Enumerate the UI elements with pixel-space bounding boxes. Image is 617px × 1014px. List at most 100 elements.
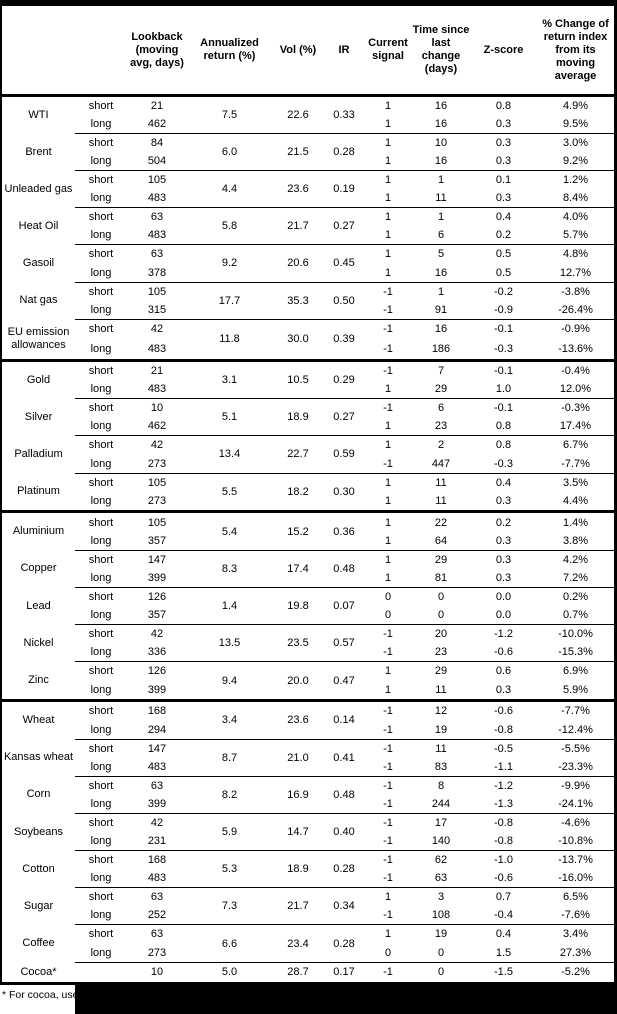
commodity-name: Brent <box>25 145 52 158</box>
pct-change-value: 3.8% <box>562 534 589 547</box>
signal-value: 1 <box>364 924 412 944</box>
annualized-return-value: 8.2 <box>187 775 272 814</box>
z-score-value: 0.3 <box>495 571 512 584</box>
table-row: Nickel short 42 13.5 23.5 0.57 -1 20 -1.2 -10.0% <box>2 624 614 662</box>
z-score-value: 0.3 <box>495 683 512 696</box>
signal-value: 1 <box>384 266 392 279</box>
z-score-value: -0.3 <box>494 342 513 355</box>
time-since-change-value: 16 <box>434 266 448 279</box>
pct-change-value: -5.5% <box>537 738 614 758</box>
position-label: short <box>75 775 127 795</box>
ir-value: 0.40 <box>324 812 364 851</box>
pct-change-value: -12.4% <box>558 723 593 736</box>
pct-change-value: 3.4% <box>537 924 614 944</box>
pct-change-value: -7.7% <box>561 457 590 470</box>
time-since-change-value: 29 <box>412 549 470 569</box>
position-label <box>75 961 127 982</box>
z-score-value: 0.2 <box>495 229 512 242</box>
position-label: long <box>90 760 112 773</box>
commodity-name: Nat gas <box>19 294 58 307</box>
annualized-return-value: 5.1 <box>187 398 272 436</box>
commodity-name: Corn <box>26 788 51 801</box>
time-since-change-value: 19 <box>412 924 470 944</box>
time-since-change-value: 11 <box>435 494 447 507</box>
time-since-change-value: 29 <box>412 661 470 681</box>
lookback-value: 483 <box>147 192 167 205</box>
lookback-value: 273 <box>147 457 167 470</box>
pct-change-value: -3.8% <box>537 281 614 301</box>
header-vol: Vol (%) <box>279 43 317 56</box>
position-label: long <box>90 155 112 168</box>
signal-value: -1 <box>364 698 412 721</box>
pct-change-value: -0.4% <box>537 358 614 381</box>
z-score-value: -0.6 <box>494 872 513 885</box>
position-label: long <box>90 571 112 584</box>
commodity-name: Coffee <box>22 937 55 950</box>
pct-change-value: 4.8% <box>537 244 614 264</box>
table-row: Cocoa* 10 5.0 28.7 0.17 -1 0 -1.5 -5.2% <box>2 961 614 982</box>
annualized-return-value: 5.3 <box>187 850 272 888</box>
time-since-change-value: 0 <box>412 961 470 982</box>
z-score-value: 0.4 <box>470 924 537 944</box>
commodity-name: Aluminium <box>2 510 75 551</box>
z-score-value: 0.4 <box>470 207 537 227</box>
z-score-value: 0.0 <box>495 609 512 622</box>
ir-value: 0.48 <box>324 775 364 814</box>
position-label: short <box>75 738 127 758</box>
lookback-value: 483 <box>147 760 167 773</box>
signal-value: 1 <box>384 229 392 242</box>
table-area: Lookback (moving avg, days) Annualized r… <box>0 6 617 985</box>
annualized-return-value: 6.0 <box>187 132 272 171</box>
commodity-name: Palladium <box>14 447 63 460</box>
table-row: long 294 -1 19 -0.8 -12.4% <box>2 721 614 740</box>
annualized-return-value: 3.1 <box>187 358 272 399</box>
commodity-name: Gold <box>2 358 75 399</box>
signal-value: 1 <box>384 117 392 130</box>
signal-value: -1 <box>383 872 393 885</box>
table-row: long 483 -1 186 -0.3 -13.6% <box>2 339 614 360</box>
vol-value: 17.4 <box>272 549 324 588</box>
table-row: Kansas wheat short 147 8.7 21.0 0.41 -1 11 -0.5-… <box>2 738 614 777</box>
vol-value: 23.4 <box>272 924 324 963</box>
table-body-wrap: WTI short 21 7.5 22.6 0.33 1 16 0.8 4.9% long 462 1 1… <box>2 97 614 982</box>
vol-value: 21.7 <box>272 887 324 925</box>
annualized-return-value: 13.5 <box>187 624 272 662</box>
z-score-value: 0.3 <box>495 534 512 547</box>
commodity-name: Heat Oil <box>18 219 59 232</box>
table-row: long 483 1 6 0.2 5.7% <box>2 226 614 245</box>
header-pct-change: % Change of return index from its moving… <box>542 17 609 82</box>
vol-value: 18.2 <box>272 472 324 512</box>
signal-value: -1 <box>364 281 412 301</box>
signal-value: 1 <box>364 549 412 569</box>
position-label: short <box>75 281 127 301</box>
position-label: long <box>90 872 112 885</box>
header-lookback: Lookback (moving avg, days) <box>130 30 184 69</box>
annualized-return-value: 8.7 <box>187 738 272 777</box>
lookback-value: 63 <box>127 244 187 264</box>
signal-value: 1 <box>364 244 412 264</box>
vol-value: 19.8 <box>272 587 324 625</box>
vol-value: 16.9 <box>272 775 324 814</box>
z-score-value: 0.3 <box>470 549 537 569</box>
lookback-value: 42 <box>127 318 187 339</box>
time-since-change-value: 20 <box>412 624 470 644</box>
signal-value: 1 <box>384 383 392 396</box>
ir-value: 0.36 <box>324 510 364 551</box>
lookback-value: 336 <box>147 646 167 659</box>
annualized-return-value: 5.8 <box>187 207 272 245</box>
pct-change-value: 27.3% <box>559 946 592 959</box>
commodity-name: Copper <box>20 562 57 575</box>
lookback-value: 147 <box>127 738 187 758</box>
pct-change-value: -13.7% <box>537 850 614 870</box>
pct-change-value: 1.2% <box>537 170 614 190</box>
z-score-value: -1.1 <box>494 760 513 773</box>
time-since-change-value: 6 <box>412 398 470 418</box>
lookback-value: 21 <box>150 99 164 112</box>
time-since-change-value: 91 <box>434 303 448 316</box>
lookback-value: 126 <box>127 587 187 607</box>
z-score-value: 0.3 <box>495 117 512 130</box>
position-label: short <box>75 207 127 227</box>
header-current-signal: Current signal <box>368 37 408 62</box>
signal-value: -1 <box>364 850 412 870</box>
z-score-value: 0.3 <box>495 155 512 168</box>
